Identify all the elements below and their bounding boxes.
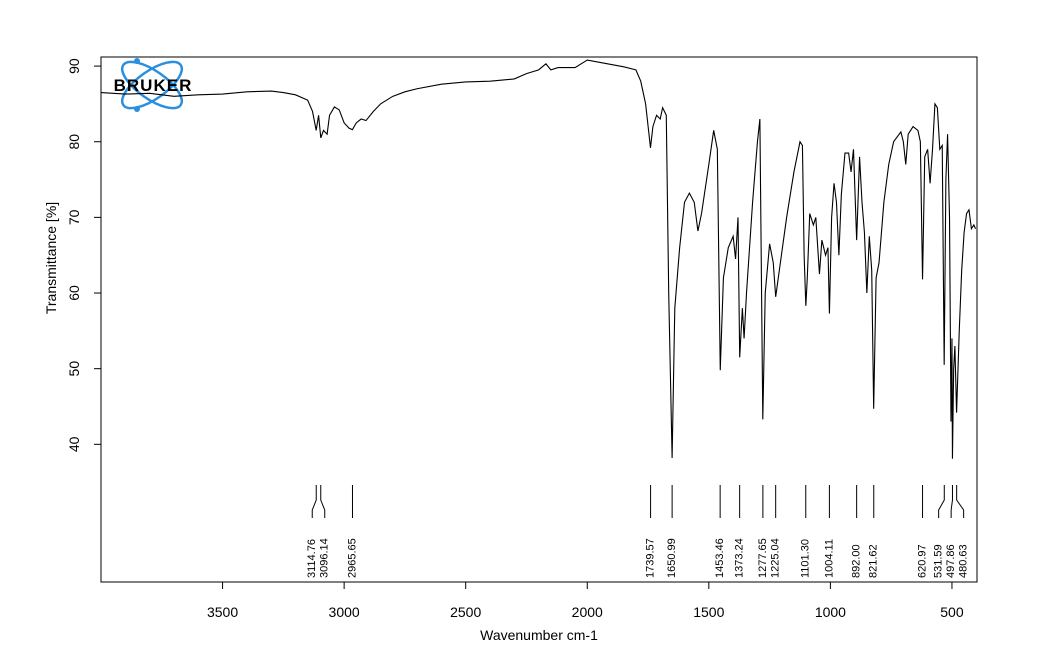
peak-label: 1373.24 — [734, 538, 746, 578]
peak-label: 497.86 — [945, 544, 957, 578]
x-tick-label: 3500 — [207, 604, 238, 620]
y-tick-label: 80 — [66, 134, 82, 150]
peak-label: 1453.46 — [714, 538, 726, 578]
x-tick-label: 3000 — [329, 604, 360, 620]
peak-lead — [311, 485, 317, 518]
logo-dot — [134, 58, 140, 64]
y-tick-label: 70 — [66, 209, 82, 225]
x-tick-label: 2000 — [572, 604, 603, 620]
peak-lead — [956, 485, 965, 518]
peak-label: 1101.30 — [800, 539, 812, 578]
logo-text: BRUKER — [114, 76, 193, 95]
peak-label: 480.63 — [958, 544, 970, 578]
logo-orbit — [120, 60, 184, 110]
peak-label: 2965.65 — [346, 538, 358, 578]
x-tick-label: 1500 — [693, 604, 724, 620]
y-tick-label: 60 — [66, 285, 82, 301]
y-tick-label: 40 — [66, 436, 82, 452]
peak-label: 1739.57 — [644, 538, 656, 578]
peak-label: 1277.65 — [757, 538, 769, 578]
peak-label: 1650.99 — [666, 538, 678, 578]
plot-frame — [100, 56, 978, 583]
peak-label: 531.59 — [933, 544, 945, 578]
peak-label: 821.62 — [868, 544, 880, 578]
peak-label: 3096.14 — [319, 538, 331, 578]
peak-lead — [938, 485, 945, 518]
logo-dot — [134, 106, 140, 112]
x-axis-label: Wavenumber cm-1 — [480, 627, 598, 643]
y-tick-label: 90 — [66, 58, 82, 74]
peak-label: 620.97 — [916, 544, 928, 578]
logo-orbit — [120, 60, 184, 110]
y-axis-label: Transmittance [%] — [43, 202, 59, 314]
peak-lead — [950, 485, 953, 518]
peak-label: 3114.76 — [306, 539, 318, 578]
y-tick-label: 50 — [66, 361, 82, 377]
spectrum-line — [100, 59, 977, 459]
logo: BRUKER — [114, 58, 193, 112]
peak-label: 1225.04 — [770, 538, 782, 578]
peak-label: 1004.11 — [823, 539, 835, 578]
x-tick-label: 2500 — [450, 604, 481, 620]
x-tick-label: 1000 — [815, 604, 846, 620]
x-tick-label: 500 — [940, 604, 964, 620]
peak-label: 892.00 — [851, 544, 863, 578]
peak-lead — [320, 485, 326, 518]
